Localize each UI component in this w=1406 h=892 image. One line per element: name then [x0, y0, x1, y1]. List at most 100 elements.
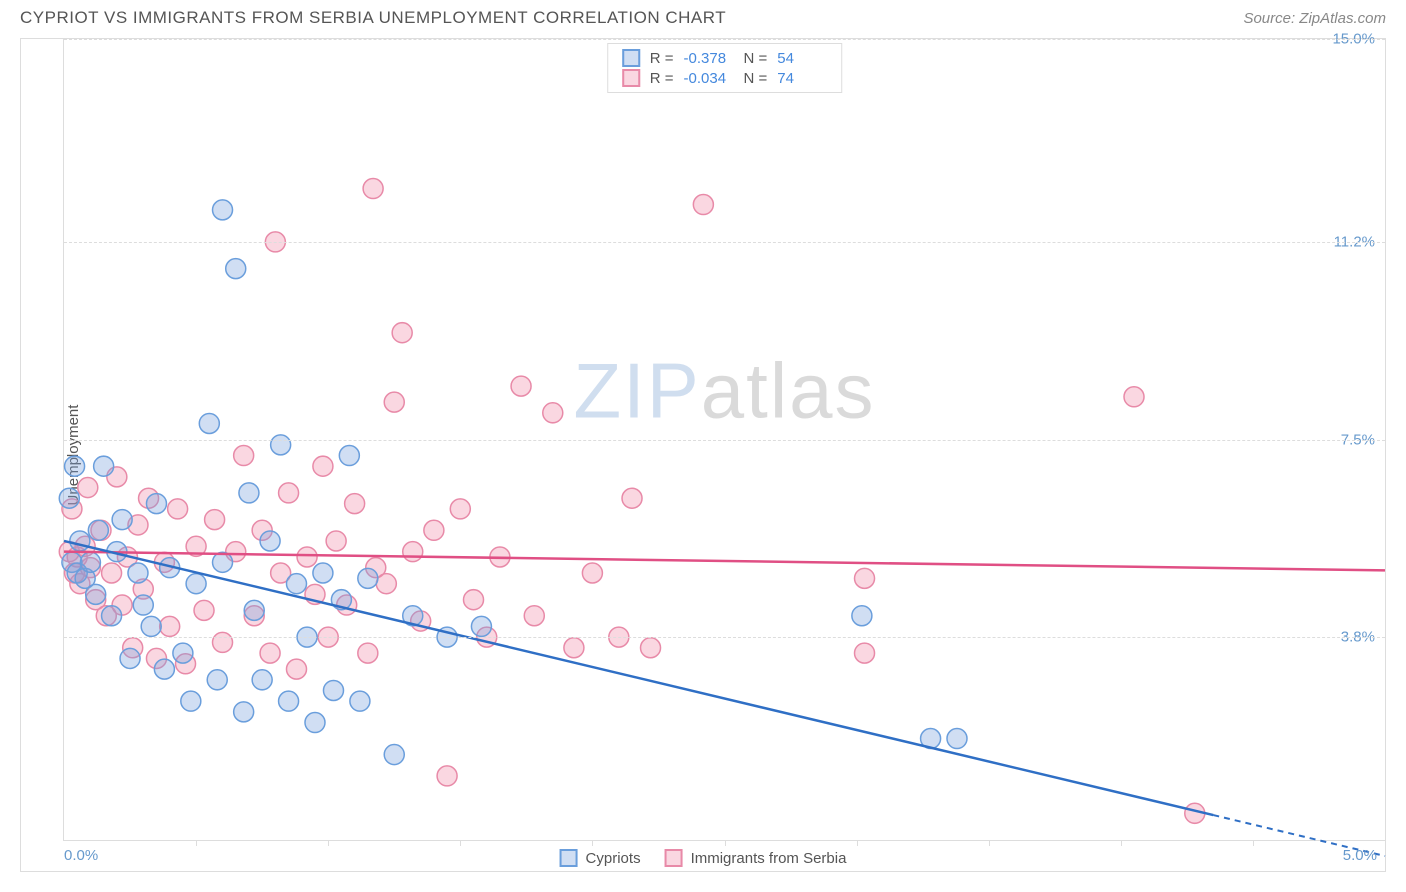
data-point [260, 643, 280, 663]
data-point [207, 670, 227, 690]
n-label: N = [744, 70, 768, 87]
data-point [252, 670, 272, 690]
data-point [437, 766, 457, 786]
data-point [141, 616, 161, 636]
r-value-cypriots: -0.378 [684, 50, 734, 67]
swatch-serbia [622, 69, 640, 87]
data-point [1124, 387, 1144, 407]
data-point [384, 392, 404, 412]
data-point [271, 435, 291, 455]
legend-item-cypriots: Cypriots [560, 849, 641, 867]
data-point [350, 691, 370, 711]
data-point [154, 659, 174, 679]
data-point [450, 499, 470, 519]
data-point [376, 574, 396, 594]
data-point [384, 745, 404, 765]
data-point [947, 729, 967, 749]
data-point [305, 713, 325, 733]
data-point [524, 606, 544, 626]
data-point [234, 702, 254, 722]
data-point [363, 179, 383, 199]
legend-label-serbia: Immigrants from Serbia [691, 850, 847, 867]
data-point [59, 488, 79, 508]
n-label: N = [744, 50, 768, 67]
data-point [543, 403, 563, 423]
data-point [80, 552, 100, 572]
plot-area: ZIPatlas R = -0.378 N = 54 R = -0.034 N … [63, 39, 1385, 841]
data-point [260, 531, 280, 551]
n-value-cypriots: 54 [777, 50, 827, 67]
legend-swatch-cypriots [560, 849, 578, 867]
stats-row-serbia: R = -0.034 N = 74 [622, 68, 828, 88]
data-point [471, 616, 491, 636]
legend-item-serbia: Immigrants from Serbia [665, 849, 847, 867]
data-point [102, 606, 122, 626]
data-point [313, 456, 333, 476]
data-point [205, 510, 225, 530]
data-point [226, 259, 246, 279]
data-point [102, 563, 122, 583]
data-point [160, 616, 180, 636]
source-attribution: Source: ZipAtlas.com [1243, 10, 1386, 27]
data-point [88, 520, 108, 540]
data-point [279, 483, 299, 503]
x-max-label: 5.0% [1343, 847, 1377, 864]
data-point [464, 590, 484, 610]
header: CYPRIOT VS IMMIGRANTS FROM SERBIA UNEMPL… [0, 0, 1406, 32]
data-point [133, 595, 153, 615]
data-point [403, 542, 423, 562]
legend: Cypriots Immigrants from Serbia [560, 849, 847, 867]
data-point [358, 643, 378, 663]
trend-line [64, 541, 1213, 815]
data-point [70, 531, 90, 551]
legend-label-cypriots: Cypriots [586, 850, 641, 867]
data-point [582, 563, 602, 583]
correlation-stats-box: R = -0.378 N = 54 R = -0.034 N = 74 [607, 43, 843, 93]
data-point [78, 478, 98, 498]
trend-line [64, 552, 1385, 571]
data-point [358, 568, 378, 588]
data-point [855, 568, 875, 588]
data-point [213, 552, 233, 572]
data-point [339, 446, 359, 466]
stats-row-cypriots: R = -0.378 N = 54 [622, 48, 828, 68]
data-point [112, 510, 132, 530]
data-point [392, 323, 412, 343]
data-point [641, 638, 661, 658]
swatch-cypriots [622, 49, 640, 67]
data-point [173, 643, 193, 663]
chart-title: CYPRIOT VS IMMIGRANTS FROM SERBIA UNEMPL… [20, 8, 726, 28]
legend-swatch-serbia [665, 849, 683, 867]
r-value-serbia: -0.034 [684, 70, 734, 87]
data-point [855, 643, 875, 663]
data-point [213, 632, 233, 652]
data-point [181, 691, 201, 711]
data-point [279, 691, 299, 711]
data-point [94, 456, 114, 476]
data-point [564, 638, 584, 658]
data-point [120, 648, 140, 668]
data-point [194, 600, 214, 620]
r-label: R = [650, 50, 674, 67]
data-point [511, 376, 531, 396]
data-point [326, 531, 346, 551]
data-point [65, 456, 85, 476]
data-point [146, 494, 166, 514]
data-point [622, 488, 642, 508]
data-point [693, 195, 713, 215]
data-point [199, 413, 219, 433]
data-point [86, 584, 106, 604]
data-point [424, 520, 444, 540]
n-value-serbia: 74 [777, 70, 827, 87]
data-point [286, 659, 306, 679]
data-point [234, 446, 254, 466]
data-point [244, 600, 264, 620]
data-point [286, 574, 306, 594]
data-point [128, 563, 148, 583]
data-point [186, 574, 206, 594]
data-point [239, 483, 259, 503]
x-origin-label: 0.0% [64, 847, 98, 864]
data-point [168, 499, 188, 519]
data-point [297, 547, 317, 567]
data-point [313, 563, 333, 583]
